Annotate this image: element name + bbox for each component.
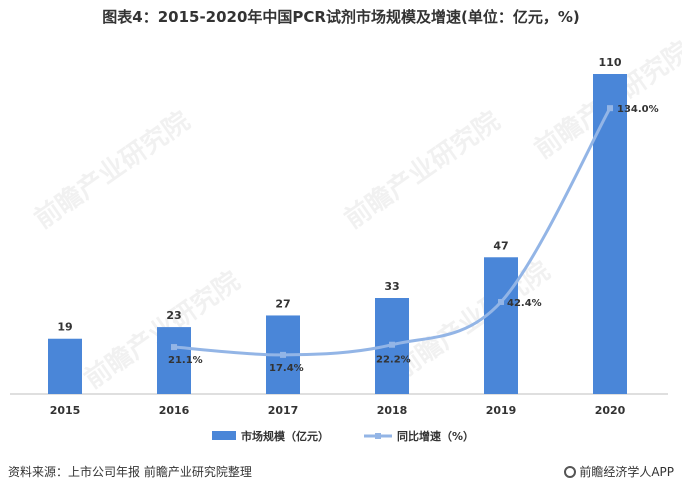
x-tick-label: 2017 (268, 404, 299, 417)
bar-value-label: 27 (275, 297, 290, 310)
growth-line (173, 107, 612, 357)
line-point (280, 351, 286, 358)
x-tick-label: 2018 (377, 404, 408, 417)
line-value-label: 22.2% (376, 355, 411, 366)
line-value-label: 17.4% (269, 363, 304, 374)
legend-label-line: 同比增速（%） (397, 429, 474, 443)
line-point (498, 298, 504, 305)
x-tick-label: 2019 (486, 404, 517, 417)
brand-name: 前瞻经济学人APP (579, 465, 674, 479)
line-value-label: 134.0% (617, 104, 659, 115)
bar-value-label: 33 (384, 280, 399, 293)
line-point (171, 344, 177, 351)
source-note: 资料来源：上市公司年报 前瞻产业研究院整理 (8, 465, 252, 479)
bar (48, 338, 82, 394)
line-point (607, 105, 613, 112)
bar-value-label: 47 (493, 239, 508, 252)
legend-label-bar: 市场规模（亿元） (241, 429, 329, 443)
legend-swatch-bar (212, 431, 236, 440)
legend-marker-line (375, 433, 381, 439)
x-tick-label: 2016 (159, 404, 190, 417)
bar (484, 257, 518, 394)
bar-value-label: 110 (599, 56, 622, 69)
line-point (389, 341, 395, 348)
bar (593, 74, 627, 394)
x-tick-label: 2020 (595, 404, 626, 417)
chart-title: 图表4：2015-2020年中国PCR试剂市场规模及增速(单位：亿元，%) (102, 8, 580, 26)
bar-value-label: 19 (57, 321, 72, 334)
brand-logo-icon (564, 466, 577, 478)
x-tick-label: 2015 (50, 404, 81, 417)
line-value-label: 42.4% (507, 298, 542, 309)
brand-credit: 前瞻经济学人APP (564, 463, 674, 480)
bar (157, 327, 191, 394)
bar-value-label: 23 (166, 309, 181, 322)
line-value-label: 21.1% (168, 355, 203, 366)
